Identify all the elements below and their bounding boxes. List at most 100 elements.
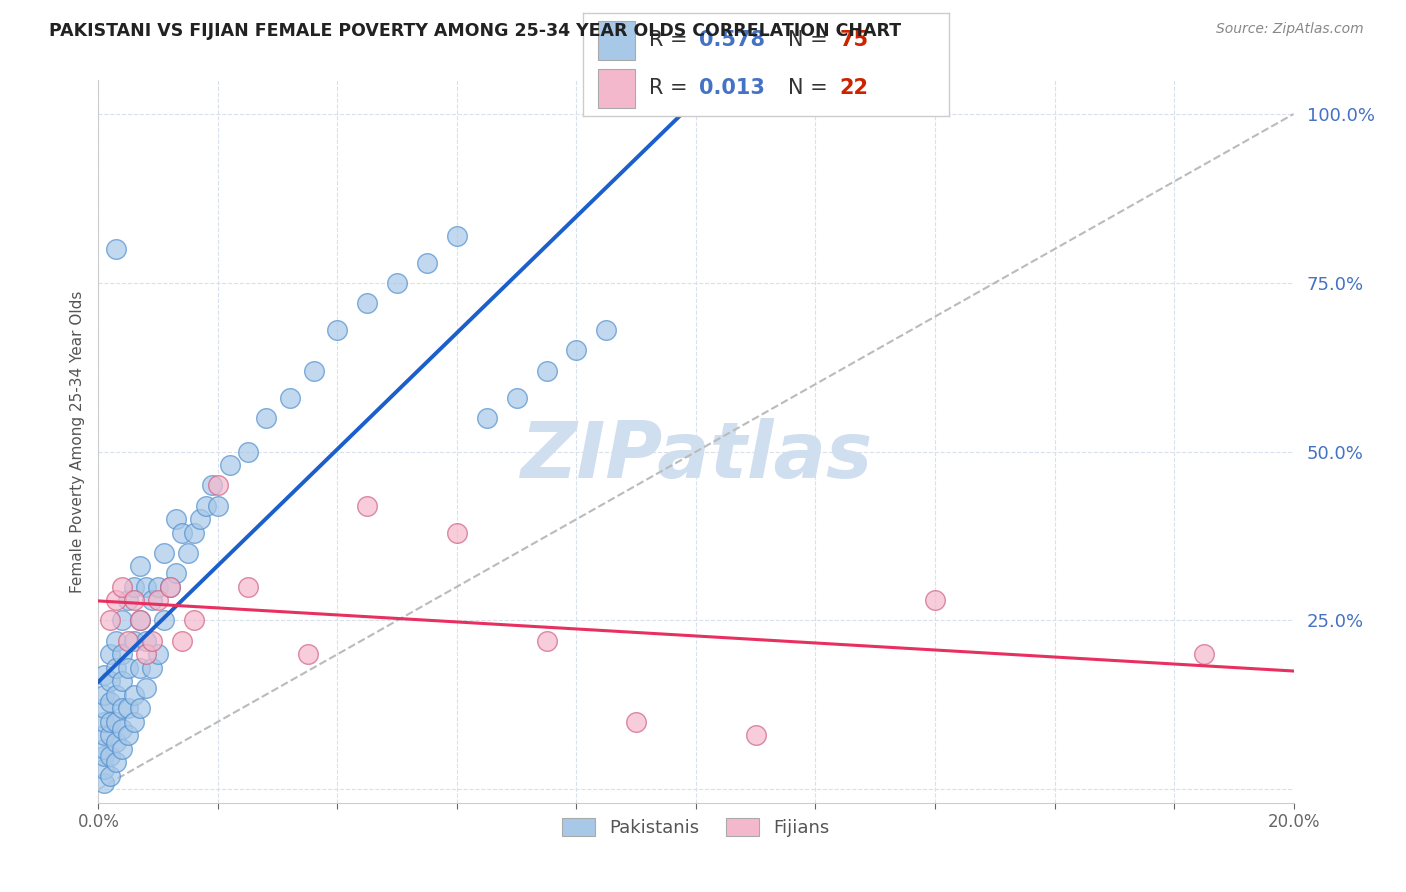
Point <box>165 512 187 526</box>
Point <box>302 364 325 378</box>
Point <box>111 701 134 715</box>
Point <box>105 714 128 729</box>
Point <box>135 633 157 648</box>
Point <box>124 688 146 702</box>
Point <box>129 661 152 675</box>
Text: ZIPatlas: ZIPatlas <box>520 418 872 494</box>
Point <box>93 748 115 763</box>
Text: 0.013: 0.013 <box>699 78 765 98</box>
Point <box>135 580 157 594</box>
Point <box>111 614 134 628</box>
Point <box>105 688 128 702</box>
Point <box>117 701 139 715</box>
Point <box>506 391 529 405</box>
Point <box>172 633 194 648</box>
Point <box>117 593 139 607</box>
Text: N =: N = <box>789 78 835 98</box>
Point <box>93 775 115 789</box>
Point <box>924 593 946 607</box>
Point <box>105 661 128 675</box>
Point <box>416 255 439 269</box>
Point <box>111 580 134 594</box>
Point <box>129 614 152 628</box>
Point <box>207 478 229 492</box>
Point <box>446 228 468 243</box>
Point <box>98 674 122 689</box>
Point <box>183 525 205 540</box>
Point <box>153 546 176 560</box>
Point <box>129 559 152 574</box>
Point <box>93 728 115 742</box>
Point <box>105 633 128 648</box>
Point <box>326 323 349 337</box>
Point <box>595 323 617 337</box>
FancyBboxPatch shape <box>598 21 634 60</box>
Point <box>201 478 224 492</box>
Point <box>565 343 588 358</box>
Point <box>148 647 170 661</box>
Point <box>188 512 211 526</box>
Point <box>254 411 277 425</box>
Y-axis label: Female Poverty Among 25-34 Year Olds: Female Poverty Among 25-34 Year Olds <box>69 291 84 592</box>
Point <box>135 681 157 695</box>
Point <box>219 458 242 472</box>
Point <box>98 728 122 742</box>
Point <box>98 694 122 708</box>
Point <box>141 661 163 675</box>
Point <box>626 714 648 729</box>
Point <box>159 580 181 594</box>
Point <box>356 499 378 513</box>
Point <box>385 276 409 290</box>
Point <box>111 674 134 689</box>
Point <box>236 580 259 594</box>
Point <box>111 722 134 736</box>
Point <box>207 499 229 513</box>
Legend: Pakistanis, Fijians: Pakistanis, Fijians <box>555 811 837 845</box>
Point <box>148 593 170 607</box>
Point <box>159 580 181 594</box>
Point <box>446 525 468 540</box>
Point <box>165 566 187 581</box>
Point <box>536 364 558 378</box>
Point <box>148 580 170 594</box>
Point <box>105 593 128 607</box>
Point <box>93 714 115 729</box>
Point <box>129 614 152 628</box>
Point <box>98 748 122 763</box>
Point <box>117 728 139 742</box>
Point <box>183 614 205 628</box>
Point <box>98 614 122 628</box>
Point <box>105 735 128 749</box>
Point <box>98 714 122 729</box>
Point <box>124 633 146 648</box>
Text: R =: R = <box>650 30 695 50</box>
Point <box>195 499 218 513</box>
Point <box>124 593 146 607</box>
Point <box>105 756 128 770</box>
Point <box>475 411 498 425</box>
Point <box>93 741 115 756</box>
Point <box>129 701 152 715</box>
Point <box>93 701 115 715</box>
Point <box>153 614 176 628</box>
Point <box>117 633 139 648</box>
Point <box>172 525 194 540</box>
Text: 22: 22 <box>839 78 869 98</box>
Text: PAKISTANI VS FIJIAN FEMALE POVERTY AMONG 25-34 YEAR OLDS CORRELATION CHART: PAKISTANI VS FIJIAN FEMALE POVERTY AMONG… <box>49 22 901 40</box>
Point <box>111 741 134 756</box>
Point <box>356 296 378 310</box>
Text: 0.578: 0.578 <box>699 30 765 50</box>
Point <box>1192 647 1215 661</box>
Text: 75: 75 <box>839 30 869 50</box>
Point <box>141 633 163 648</box>
Point <box>536 633 558 648</box>
Point <box>93 762 115 776</box>
Point <box>111 647 134 661</box>
Text: R =: R = <box>650 78 695 98</box>
Point <box>93 667 115 681</box>
Point <box>117 661 139 675</box>
Point <box>745 728 768 742</box>
Point <box>135 647 157 661</box>
Point <box>105 242 128 256</box>
Point <box>124 580 146 594</box>
